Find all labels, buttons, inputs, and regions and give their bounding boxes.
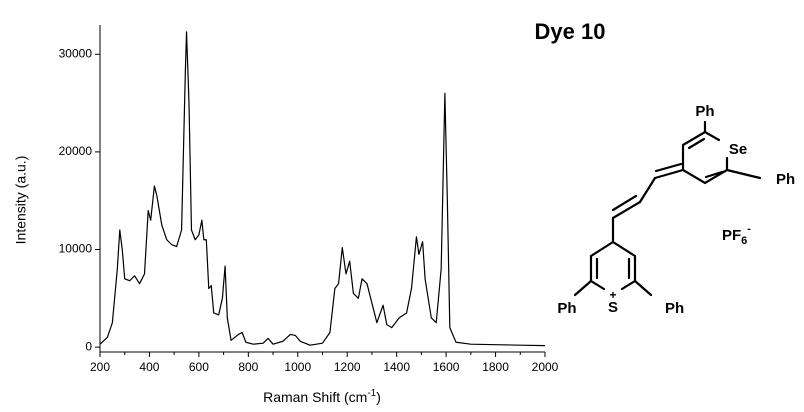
x-tick-label: 1000 — [284, 360, 311, 374]
x-tick-label: 800 — [238, 360, 258, 374]
x-axis-label-suffix: ) — [376, 389, 381, 405]
counter-ion-text: PF — [722, 227, 741, 244]
structure-label: Ph — [665, 300, 684, 317]
x-tick-label: 1400 — [383, 360, 410, 374]
bond — [589, 240, 615, 291]
bond — [681, 143, 729, 185]
structure: Ph Se Ph PF6- Ph + S Ph — [557, 103, 795, 317]
y-tick-label: 20000 — [59, 144, 93, 158]
bond — [687, 137, 706, 150]
x-axis-label: Raman Shift (cm-1) — [263, 388, 381, 405]
bond — [654, 162, 683, 173]
structure-label: S — [608, 299, 618, 316]
x-tick-label: 600 — [189, 360, 209, 374]
y-tick-label: 0 — [85, 339, 92, 353]
x-tick-label: 400 — [139, 360, 159, 374]
x-tick-label: 1200 — [334, 360, 361, 374]
x-axis-label-text: Raman Shift (cm — [263, 389, 367, 405]
structure-label: + — [609, 288, 616, 302]
structure-label: Ph — [557, 300, 576, 317]
structure-label: Ph — [695, 103, 714, 120]
structure-label: Ph — [776, 171, 795, 188]
chart-title: Dye 10 — [535, 19, 606, 44]
bond — [611, 240, 637, 291]
y-axis-label: Intensity (a.u.) — [13, 156, 29, 245]
bond — [638, 176, 657, 204]
bond — [653, 168, 685, 180]
x-tick-label: 200 — [90, 360, 110, 374]
bond — [573, 279, 593, 297]
x-tick-label: 1600 — [433, 360, 460, 374]
spectrum-line — [99, 31, 546, 347]
bond — [633, 279, 653, 297]
y-tick-label: 10000 — [59, 242, 93, 256]
bond — [611, 200, 642, 220]
counter-ion-charge: - — [747, 223, 751, 235]
structure-label: Se — [729, 141, 747, 158]
y-tick-label: 30000 — [59, 46, 93, 60]
counter-ion: PF6- — [722, 223, 751, 247]
counter-ion-sub: 6 — [741, 235, 747, 247]
bond — [725, 168, 762, 180]
x-tick-label: 1800 — [482, 360, 509, 374]
bond — [611, 194, 638, 212]
bond — [681, 130, 721, 147]
x-tick-label: 2000 — [532, 360, 559, 374]
bond — [704, 170, 724, 179]
x-axis-label-sup: -1 — [367, 388, 376, 399]
